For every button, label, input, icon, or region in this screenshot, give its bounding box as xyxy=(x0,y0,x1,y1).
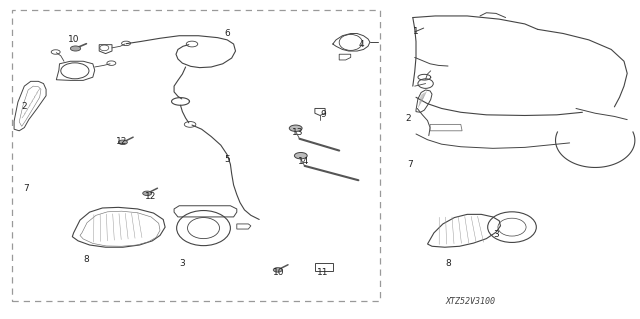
Text: 2: 2 xyxy=(22,102,27,111)
Text: 4: 4 xyxy=(359,40,364,49)
Text: 3: 3 xyxy=(493,230,499,239)
Text: 7: 7 xyxy=(407,160,412,169)
Text: 6: 6 xyxy=(225,29,230,38)
Text: 9: 9 xyxy=(321,110,326,119)
Text: 10: 10 xyxy=(273,268,284,277)
Ellipse shape xyxy=(143,191,152,196)
Ellipse shape xyxy=(289,125,302,131)
Text: 1: 1 xyxy=(413,27,419,36)
Text: 3: 3 xyxy=(180,259,185,268)
Ellipse shape xyxy=(294,152,307,159)
Text: 5: 5 xyxy=(225,155,230,164)
Ellipse shape xyxy=(118,140,127,145)
Text: XTZ52V3100: XTZ52V3100 xyxy=(445,297,495,306)
Text: 7: 7 xyxy=(23,184,28,193)
Text: 8: 8 xyxy=(445,259,451,268)
Text: 2: 2 xyxy=(406,114,411,122)
Text: 14: 14 xyxy=(298,157,310,166)
Text: 12: 12 xyxy=(145,192,156,201)
Text: 8: 8 xyxy=(84,256,89,264)
Ellipse shape xyxy=(273,268,282,272)
Text: 10: 10 xyxy=(68,35,79,44)
Text: 13: 13 xyxy=(292,128,303,137)
Text: 12: 12 xyxy=(116,137,127,146)
Ellipse shape xyxy=(70,46,81,51)
Text: 11: 11 xyxy=(317,268,329,277)
